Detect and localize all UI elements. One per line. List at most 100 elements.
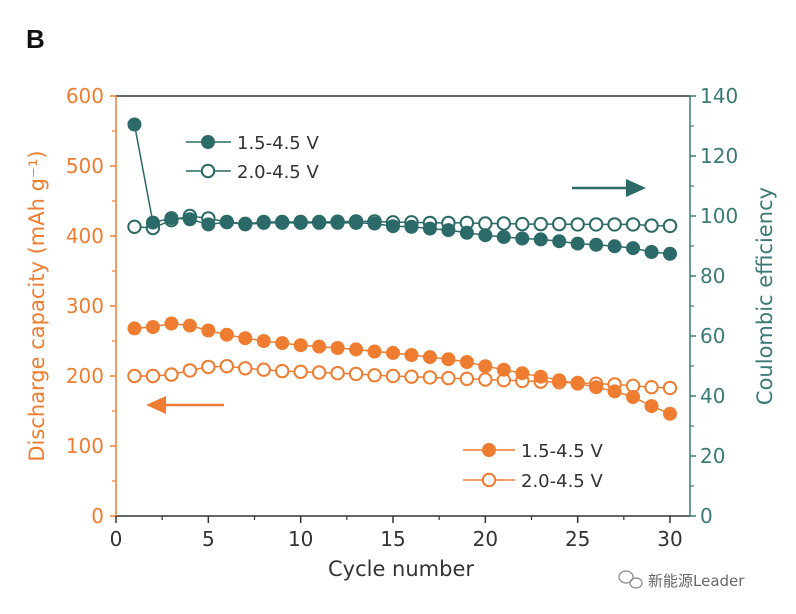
data-point — [127, 219, 142, 235]
y-tick-label-right: 0 — [700, 504, 713, 528]
data-point — [422, 350, 437, 365]
data-point — [662, 380, 678, 396]
watermark: 新能源Leader — [618, 570, 745, 590]
data-point — [238, 331, 253, 346]
legend-marker-open — [200, 163, 216, 179]
data-point — [441, 223, 456, 238]
y-tick-label-right: 140 — [700, 84, 738, 108]
data-point — [127, 368, 142, 384]
data-point — [533, 369, 548, 384]
data-point — [515, 231, 530, 246]
y-tick-label-right: 120 — [700, 144, 738, 168]
data-point — [385, 368, 401, 384]
wechat-icon — [618, 570, 643, 589]
data-point — [607, 384, 622, 399]
y-tick-label-right: 80 — [700, 264, 725, 288]
data-point — [570, 376, 585, 391]
x-tick-label: 25 — [565, 527, 590, 551]
y-tick-label-left: 100 — [66, 434, 104, 458]
data-point — [164, 367, 179, 382]
arrow-left-icon — [146, 396, 166, 414]
legend-capacity: 1.5-4.5 V 2.0-4.5 V — [463, 441, 603, 492]
data-point — [311, 365, 327, 380]
y-tick-label-right: 20 — [700, 444, 725, 468]
legend-label: 2.0-4.5 V — [237, 162, 319, 183]
series-layer — [127, 117, 678, 421]
data-point — [515, 366, 530, 381]
data-point — [422, 370, 438, 385]
y-tick-label-left: 600 — [66, 84, 104, 108]
data-point — [644, 245, 659, 259]
panel-label: B — [26, 24, 45, 54]
data-point — [349, 342, 364, 357]
data-point — [201, 359, 216, 375]
data-point — [496, 362, 511, 377]
series-coulombic-efficiency-filled — [127, 117, 677, 261]
data-point — [625, 217, 641, 232]
y-tick-label-left: 400 — [66, 224, 104, 248]
data-point — [256, 334, 271, 348]
data-point — [182, 363, 198, 378]
data-point — [330, 366, 345, 381]
data-point — [662, 218, 678, 234]
data-point — [256, 362, 271, 377]
y-tick-label-right: 40 — [700, 384, 725, 408]
data-point — [367, 216, 382, 231]
data-point — [478, 228, 493, 243]
data-point — [478, 372, 493, 387]
data-point — [459, 371, 475, 386]
axes — [115, 95, 691, 517]
data-point — [386, 345, 400, 360]
data-point — [330, 215, 345, 230]
arrow-left-annotation — [146, 396, 224, 414]
x-tick-label: 20 — [473, 527, 498, 551]
legend-marker-filled — [201, 135, 215, 149]
data-point — [607, 239, 622, 254]
y-axis-label-right: Coulombic efficiency — [753, 187, 777, 405]
arrow-right-icon — [626, 179, 646, 197]
data-point — [533, 232, 548, 247]
data-point — [552, 373, 567, 388]
data-point — [164, 211, 179, 226]
data-point — [201, 323, 216, 338]
y-tick-label-left: 300 — [66, 294, 104, 318]
data-point — [348, 366, 364, 382]
data-point — [145, 320, 160, 334]
series-discharge-capacity-filled — [127, 316, 677, 421]
data-point — [145, 215, 160, 230]
data-point — [589, 380, 604, 395]
data-point — [404, 369, 419, 384]
x-tick-label: 0 — [110, 527, 123, 551]
data-point — [478, 216, 493, 231]
data-point — [256, 215, 271, 230]
data-point — [182, 212, 197, 227]
data-point — [644, 380, 659, 395]
data-point — [293, 364, 308, 379]
watermark-text: 新能源Leader — [648, 572, 745, 590]
data-point — [330, 341, 345, 355]
data-point — [219, 215, 234, 230]
data-point — [367, 368, 382, 383]
data-point — [275, 215, 290, 230]
x-tick-label: 15 — [380, 527, 405, 551]
y-tick-label-left: 500 — [66, 154, 104, 178]
data-point — [201, 217, 216, 232]
data-point — [349, 215, 364, 230]
ticks: 0 100 200 300 400 500 600 0 20 40 60 80 100 120 140 0 5 1… — [66, 84, 738, 551]
legend-label: 2.0-4.5 V — [521, 471, 603, 492]
data-point — [441, 370, 456, 386]
data-point — [182, 318, 197, 333]
data-point — [552, 216, 567, 232]
y-tick-label-left: 200 — [66, 364, 104, 388]
data-point — [275, 363, 290, 379]
data-point — [496, 230, 511, 244]
data-point — [478, 359, 493, 374]
y-axis-label-left: Discharge capacity (mAh g⁻¹) — [25, 150, 49, 461]
x-axis-label: Cycle number — [328, 557, 474, 581]
data-point — [164, 316, 179, 331]
data-point — [127, 321, 142, 336]
data-point — [626, 390, 641, 404]
legend-marker-filled — [482, 443, 496, 457]
data-point — [588, 217, 604, 232]
